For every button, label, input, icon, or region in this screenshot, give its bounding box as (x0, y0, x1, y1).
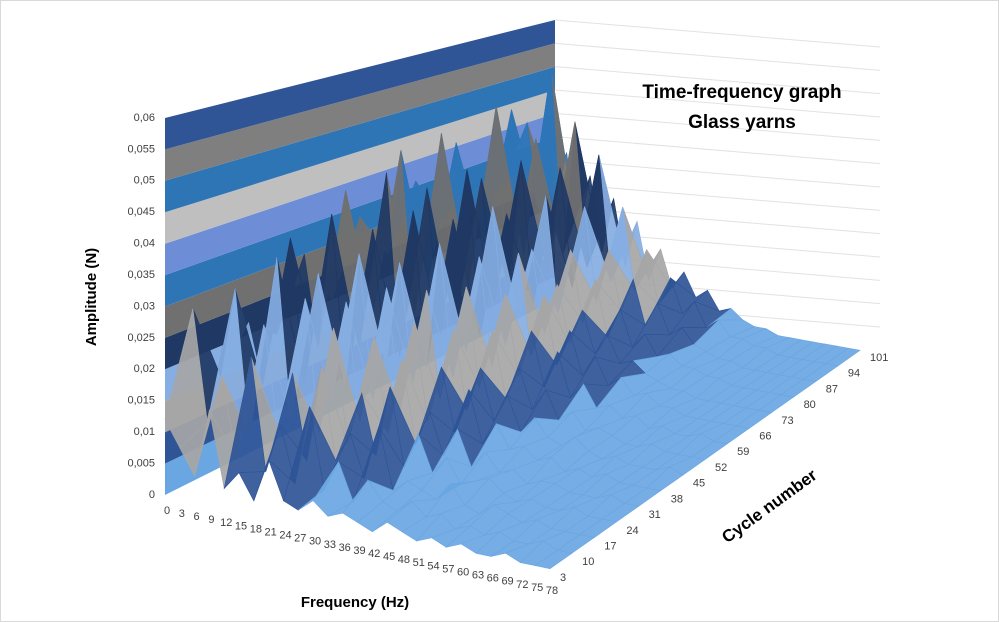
depth-tick-label: 10 (582, 556, 594, 568)
x-tick-label: 72 (516, 579, 528, 591)
depth-tick-label: 59 (737, 446, 749, 458)
depth-tick-label: 66 (759, 430, 771, 442)
x-tick-label: 9 (208, 514, 214, 526)
depth-tick-label: 87 (826, 383, 838, 395)
x-axis-title: Frequency (Hz) (301, 594, 409, 611)
y-tick-label: 0,03 (134, 300, 155, 312)
y-axis-title: Amplitude (N) (83, 248, 100, 346)
depth-tick-label: 31 (649, 509, 661, 521)
depth-tick-label: 38 (671, 493, 683, 505)
y-tick-label: 0,05 (134, 175, 155, 187)
x-tick-label: 48 (398, 554, 410, 566)
wall-band (165, 43, 555, 181)
depth-tick-label: 73 (781, 415, 793, 427)
depth-tick-label: 94 (848, 368, 860, 380)
x-tick-label: 78 (546, 585, 558, 597)
depth-tick-label: 80 (804, 399, 816, 411)
depth-tick-label: 17 (604, 540, 616, 552)
surface-cell (534, 549, 573, 570)
grid-line (554, 19, 881, 48)
x-tick-label: 27 (294, 533, 306, 545)
x-tick-label: 54 (427, 560, 439, 572)
depth-tick-label: 45 (693, 478, 705, 490)
depth-tick-label: 52 (715, 462, 727, 474)
chart-title: Time-frequency graph (642, 82, 841, 103)
y-tick-label: 0,055 (127, 143, 155, 155)
x-tick-label: 3 (179, 508, 185, 520)
x-tick-label: 66 (487, 573, 499, 585)
x-tick-label: 36 (339, 542, 351, 554)
y-tick-label: 0,06 (134, 112, 155, 124)
x-tick-label: 57 (442, 563, 454, 575)
x-tick-label: 18 (250, 523, 262, 535)
y-tick-label: 0 (149, 489, 155, 501)
x-tick-label: 6 (194, 511, 200, 523)
grid-line (554, 159, 881, 188)
grid-line (554, 89, 881, 118)
chart-subtitle: Glass yarns (688, 112, 796, 133)
y-tick-label: 0,01 (134, 426, 155, 438)
depth-tick-label: 24 (626, 525, 638, 537)
x-tick-label: 33 (324, 539, 336, 551)
x-tick-label: 42 (368, 548, 380, 560)
wall-band (165, 66, 555, 213)
wall-band (165, 20, 555, 150)
x-tick-label: 0 (164, 505, 170, 517)
depth-tick-label: 101 (870, 352, 888, 364)
y-tick-label: 0,015 (127, 395, 155, 407)
x-tick-label: 51 (413, 557, 425, 569)
grid-line (554, 112, 881, 141)
x-tick-label: 12 (220, 517, 232, 529)
grid-line (554, 136, 881, 165)
x-tick-label: 63 (472, 570, 484, 582)
x-tick-label: 24 (279, 530, 291, 542)
depth-tick-label: 3 (560, 572, 566, 584)
x-tick-label: 39 (353, 545, 365, 557)
y-tick-label: 0,025 (127, 332, 155, 344)
x-tick-label: 69 (501, 576, 513, 588)
wall-band (165, 90, 555, 244)
grid-line (554, 182, 881, 211)
y-tick-label: 0,04 (134, 238, 155, 250)
x-tick-label: 45 (383, 551, 395, 563)
grid-line (554, 42, 881, 71)
x-tick-label: 15 (235, 520, 247, 532)
x-tick-label: 21 (265, 526, 277, 538)
x-tick-label: 60 (457, 566, 469, 578)
plot-area: 0 0,005 0,01 0,015 0,02 0,025 0,03 0,035 0,04 0,0… (127, 19, 888, 597)
y-tick-label: 0,02 (134, 363, 155, 375)
y-tick-label: 0,035 (127, 269, 155, 281)
grid-line (554, 66, 881, 95)
x-tick-label: 30 (309, 536, 321, 548)
x-tick-label: 75 (531, 582, 543, 594)
y-tick-label: 0,005 (127, 457, 155, 469)
y-tick-label: 0,045 (127, 206, 155, 218)
